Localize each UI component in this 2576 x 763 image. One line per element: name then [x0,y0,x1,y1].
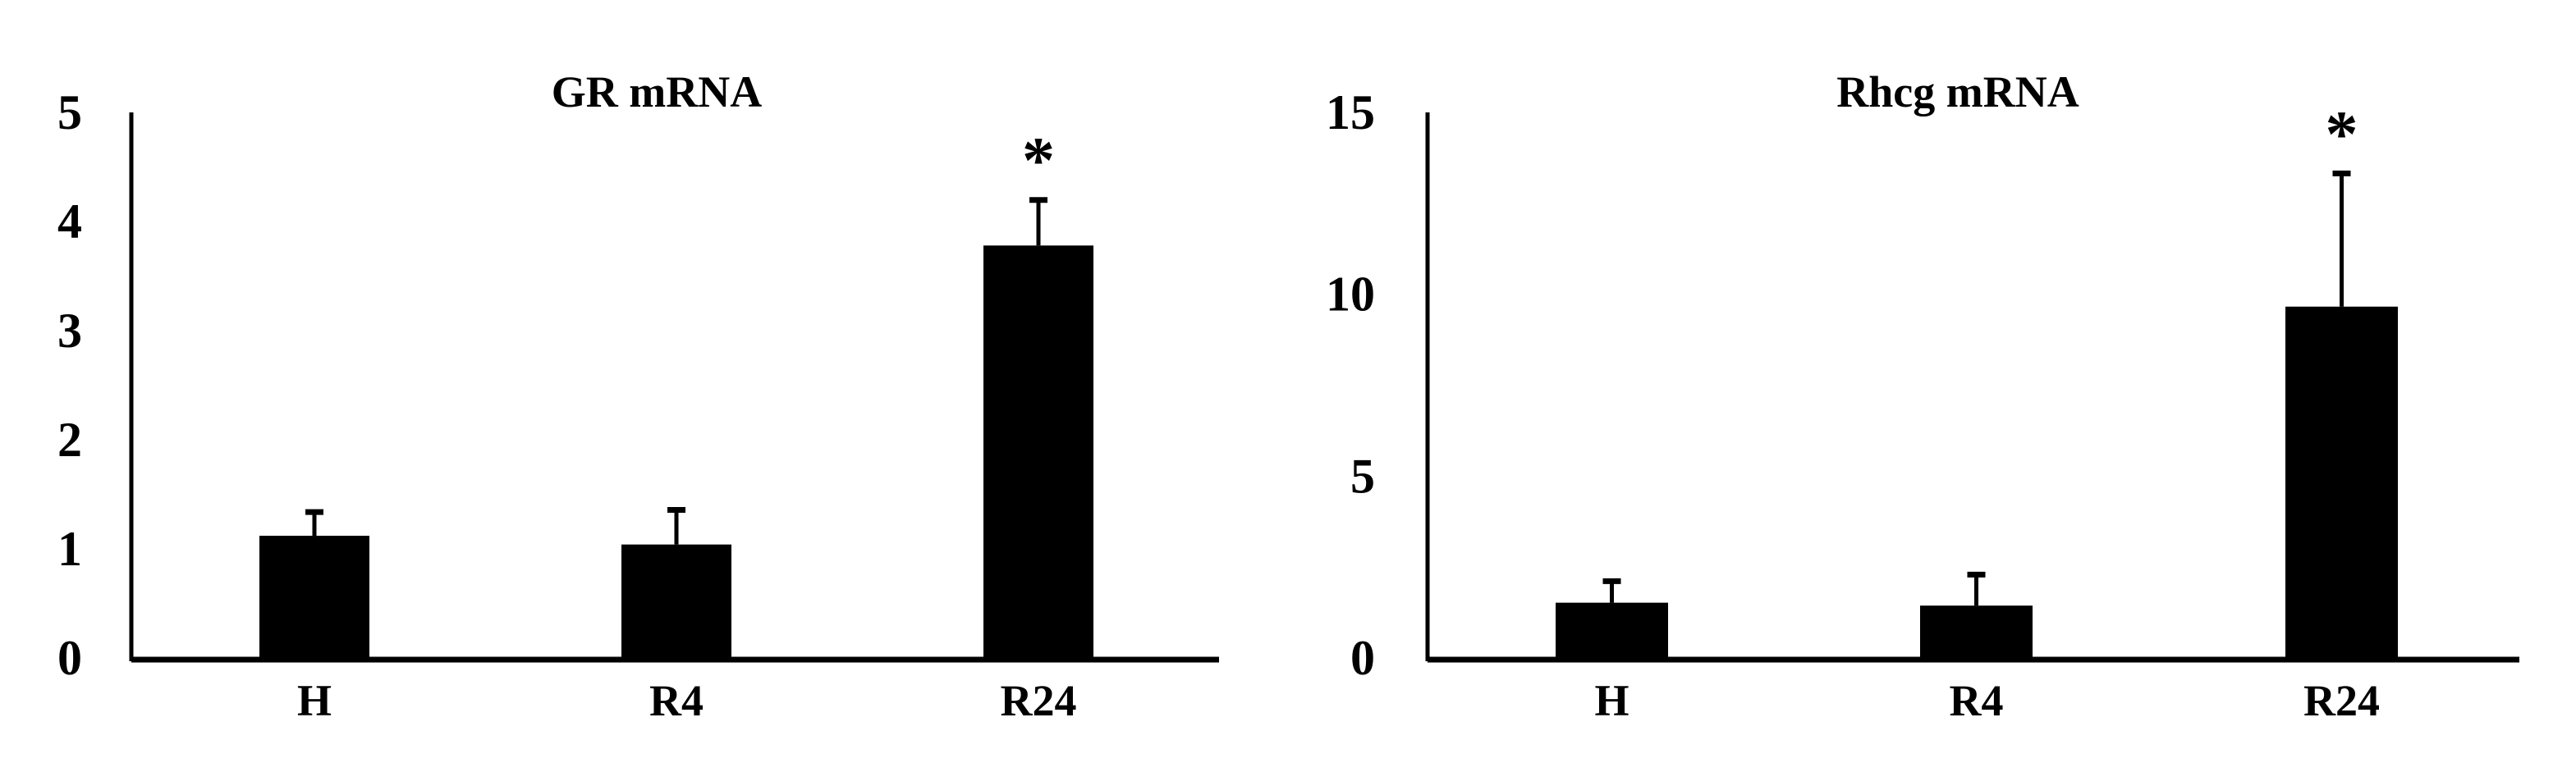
significance-marker: * [1022,126,1055,198]
x-tick-label: R24 [1001,676,1077,725]
chart-1: GR mRNA 0 1 2 3 4 5 H R4 R24 * [57,67,1219,725]
bar-H [259,536,369,658]
x-tick-label: H [297,676,332,725]
bar-R4 [1920,605,2033,658]
y-tick-label: 15 [1326,85,1375,139]
x-tick-label: R4 [649,676,704,725]
bar-R4 [621,544,731,658]
bar-H [1556,602,1668,658]
y-tick-label: 5 [57,85,82,139]
y-tick-label: 5 [1350,449,1375,503]
chart-title: GR mRNA [552,67,762,117]
y-tick-label: 10 [1326,267,1375,322]
bar-R24 [2285,306,2398,658]
y-tick-label: 0 [57,631,82,685]
chart-title: Rhcg mRNA [1836,67,2079,117]
y-tick-label: 4 [57,194,82,249]
bar-R24 [983,245,1093,658]
y-tick-label: 3 [57,304,82,358]
x-tick-label: R24 [2303,676,2380,725]
y-tick-label: 1 [57,522,82,576]
y-tick-label: 2 [57,413,82,467]
significance-marker: * [2326,98,2358,171]
chart-2: Rhcg mRNA 0 5 10 15 H R4 R24 * [1326,67,2519,725]
x-tick-label: R4 [1950,676,2004,725]
x-tick-label: H [1594,676,1629,725]
y-tick-label: 0 [1350,631,1375,685]
